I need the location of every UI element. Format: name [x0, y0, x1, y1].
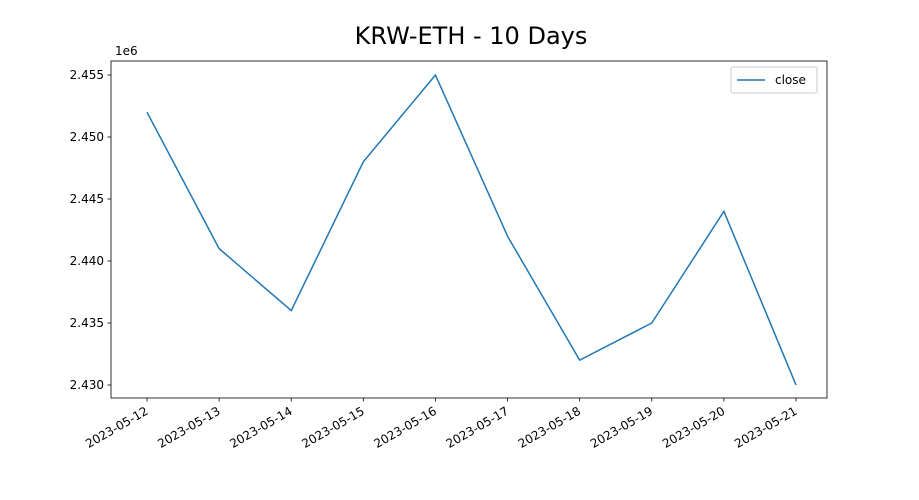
legend-label: close [775, 73, 806, 87]
axes-frame [110, 60, 828, 399]
y-tick-label: 2.430 [70, 378, 104, 392]
y-tick-label: 2.450 [70, 130, 104, 144]
line [146, 73, 797, 386]
y-tick-label: 2.440 [70, 254, 104, 268]
y-tick-label: 2.455 [70, 68, 104, 82]
legend-box [730, 66, 818, 94]
chart-title: KRW-ETH - 10 Days [355, 22, 588, 50]
y-offset-label: 1e6 [115, 44, 138, 58]
y-tick-label: 2.435 [70, 316, 104, 330]
y-tick-label: 2.445 [70, 192, 104, 206]
